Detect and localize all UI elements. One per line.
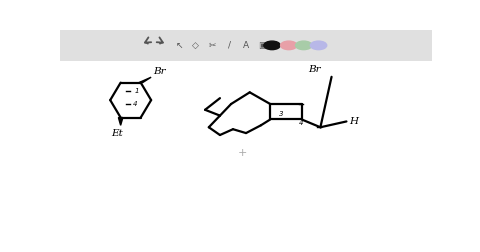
Text: Et: Et	[111, 129, 122, 138]
Polygon shape	[119, 117, 123, 125]
Text: Br: Br	[153, 68, 166, 76]
Text: ◇: ◇	[192, 41, 199, 50]
Circle shape	[264, 41, 280, 50]
Text: ▣: ▣	[259, 41, 267, 50]
Circle shape	[281, 41, 297, 50]
Text: H: H	[349, 117, 359, 126]
Text: 4: 4	[133, 101, 137, 107]
Text: ↖: ↖	[175, 41, 183, 50]
Text: A: A	[243, 41, 249, 50]
Circle shape	[311, 41, 327, 50]
FancyBboxPatch shape	[60, 61, 432, 224]
Text: 1: 1	[134, 88, 139, 94]
Circle shape	[296, 41, 312, 50]
Text: 4: 4	[299, 120, 303, 126]
Text: 3: 3	[279, 111, 284, 117]
Text: /: /	[228, 41, 231, 50]
Text: ✂: ✂	[209, 41, 216, 50]
Text: +: +	[238, 148, 247, 158]
Polygon shape	[139, 77, 151, 83]
FancyBboxPatch shape	[60, 30, 432, 61]
Text: Br: Br	[309, 65, 321, 74]
